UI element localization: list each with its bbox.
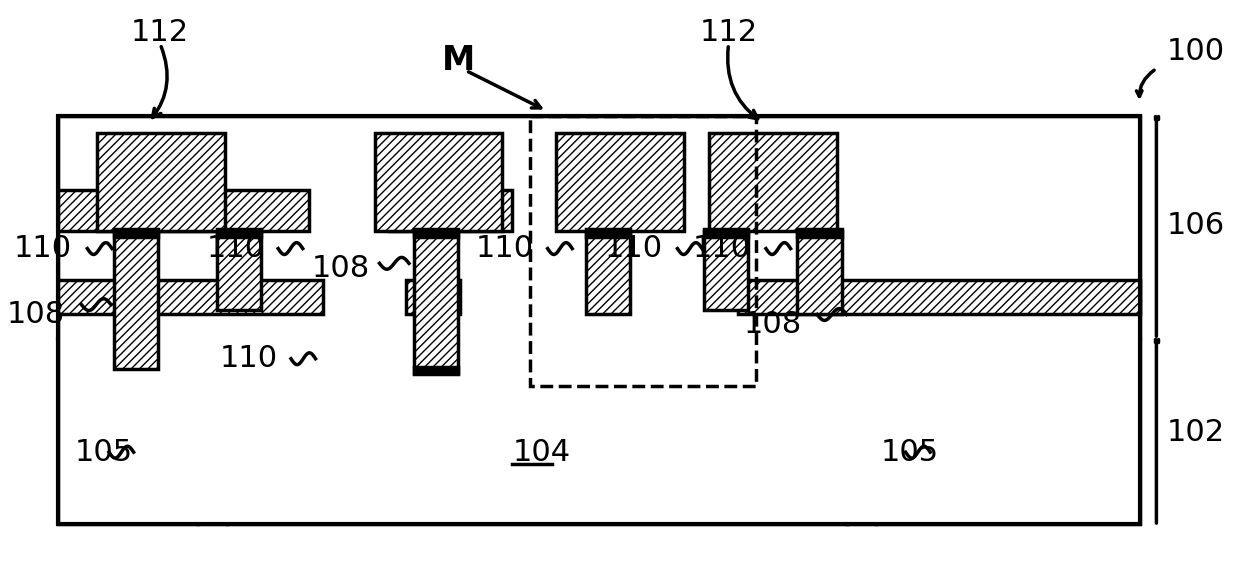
Bar bbox=[797, 231, 842, 315]
Text: 108: 108 bbox=[6, 300, 64, 329]
FancyArrowPatch shape bbox=[728, 47, 758, 119]
FancyArrowPatch shape bbox=[469, 72, 541, 108]
Bar bbox=[704, 229, 748, 237]
Bar bbox=[217, 229, 262, 237]
Text: 104: 104 bbox=[512, 438, 570, 466]
Bar bbox=[529, 116, 756, 386]
Bar bbox=[414, 367, 458, 375]
Text: 110: 110 bbox=[219, 344, 278, 373]
Text: 108: 108 bbox=[311, 254, 370, 283]
Text: 110: 110 bbox=[476, 234, 534, 263]
Bar bbox=[797, 229, 842, 237]
Bar bbox=[217, 231, 262, 310]
Bar bbox=[114, 229, 159, 237]
Bar bbox=[114, 231, 159, 368]
Bar bbox=[405, 280, 460, 315]
Bar bbox=[414, 229, 458, 237]
Bar bbox=[704, 231, 748, 310]
Bar bbox=[557, 132, 684, 231]
Bar bbox=[97, 132, 226, 231]
FancyArrowPatch shape bbox=[153, 46, 167, 118]
Text: 110: 110 bbox=[206, 234, 264, 263]
Bar bbox=[587, 201, 630, 315]
Bar bbox=[709, 132, 837, 231]
Bar bbox=[374, 132, 502, 231]
Text: 105: 105 bbox=[74, 438, 133, 466]
Text: 105: 105 bbox=[882, 438, 939, 466]
Text: 106: 106 bbox=[1167, 212, 1224, 241]
Text: 112: 112 bbox=[131, 18, 190, 47]
Text: 110: 110 bbox=[693, 234, 751, 263]
Text: 102: 102 bbox=[1167, 418, 1224, 447]
Text: M: M bbox=[441, 44, 475, 77]
Bar bbox=[739, 280, 1140, 315]
Bar bbox=[587, 229, 630, 237]
Bar bbox=[414, 231, 458, 374]
Text: 110: 110 bbox=[14, 234, 72, 263]
Text: 110: 110 bbox=[605, 234, 662, 263]
Bar bbox=[58, 116, 1140, 524]
Bar bbox=[58, 116, 1140, 524]
Text: 100: 100 bbox=[1167, 37, 1224, 66]
Bar bbox=[58, 190, 309, 231]
Bar bbox=[58, 280, 324, 315]
Bar bbox=[389, 190, 512, 231]
Text: 108: 108 bbox=[744, 310, 802, 339]
Text: 112: 112 bbox=[699, 18, 758, 47]
